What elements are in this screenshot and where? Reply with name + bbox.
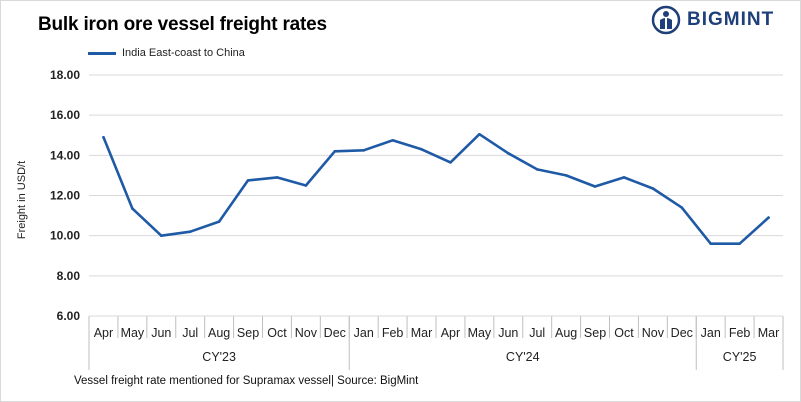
x-tick-label: Aug xyxy=(555,326,577,340)
data-point xyxy=(709,242,713,245)
x-tick-label: Nov xyxy=(295,326,318,340)
x-group-label: CY'23 xyxy=(202,350,236,364)
series-line xyxy=(102,132,770,245)
chart-legend: India East-coast to China xyxy=(88,47,245,59)
data-point xyxy=(131,207,134,210)
data-point xyxy=(188,230,192,233)
x-tick-label: Jan xyxy=(701,326,721,340)
y-tick-label: 14.00 xyxy=(50,148,80,162)
data-point xyxy=(651,187,655,190)
data-point xyxy=(159,234,163,237)
logo-text: BIGMINT xyxy=(687,9,775,30)
x-tick-label: Sep xyxy=(584,326,606,340)
x-tick-label: Feb xyxy=(382,326,404,340)
x-tick-label: Oct xyxy=(614,326,634,340)
x-tick-label: Apr xyxy=(441,326,460,340)
x-tick-label: Jul xyxy=(182,326,198,340)
data-point xyxy=(217,220,221,223)
chart-title: Bulk iron ore vessel freight rates xyxy=(38,14,327,35)
x-tick-label: Mar xyxy=(411,326,433,340)
data-point xyxy=(506,152,510,155)
y-tick-label: 10.00 xyxy=(50,229,80,243)
data-point xyxy=(767,216,770,219)
data-point xyxy=(478,132,481,136)
x-tick-label: Feb xyxy=(729,326,751,340)
data-point xyxy=(622,176,626,179)
bigmint-logo-icon xyxy=(651,5,681,35)
x-tick-label: Oct xyxy=(267,326,287,340)
legend-label: India East-coast to China xyxy=(122,47,245,59)
x-axis: Apr May Jun Jul Aug Sep Oct Nov Dec Jan Feb Mar Apr M… xyxy=(88,315,784,370)
data-point xyxy=(246,179,250,182)
bigmint-logo: BIGMINT xyxy=(651,5,791,35)
data-point xyxy=(102,135,105,139)
data-point xyxy=(680,206,684,209)
data-point xyxy=(304,184,308,187)
x-tick-label: Aug xyxy=(208,326,230,340)
x-tick-label: Jun xyxy=(151,326,171,340)
data-point xyxy=(593,185,597,188)
y-tick-label: 8.00 xyxy=(57,269,81,283)
data-point xyxy=(449,161,452,164)
x-group-label: CY'25 xyxy=(723,350,757,364)
x-tick-label: Mar xyxy=(758,326,780,340)
y-tick-label: 6.00 xyxy=(57,309,81,323)
y-tick-labels: 6.00 8.00 10.00 12.00 14.00 16.00 18.00 xyxy=(50,68,80,323)
x-tick-label: Dec xyxy=(671,326,693,340)
data-point xyxy=(391,138,394,142)
y-tick-label: 12.00 xyxy=(50,189,80,203)
legend-swatch xyxy=(88,51,116,55)
x-group-label: CY'24 xyxy=(506,350,540,364)
x-tick-label: Jan xyxy=(354,326,374,340)
x-tick-label: Nov xyxy=(642,326,665,340)
y-tick-label: 18.00 xyxy=(50,68,80,82)
x-tick-label: May xyxy=(121,326,145,340)
series-layer xyxy=(102,132,770,245)
data-point xyxy=(333,150,337,153)
data-point xyxy=(738,242,741,245)
gridlines xyxy=(89,74,783,317)
data-point xyxy=(535,168,539,171)
x-tick-label: Dec xyxy=(324,326,346,340)
x-tick-label: Jul xyxy=(529,326,545,340)
data-point xyxy=(275,176,279,179)
x-tick-label: Sep xyxy=(237,326,259,340)
data-point xyxy=(420,148,423,151)
x-tick-label: May xyxy=(468,326,492,340)
data-point xyxy=(564,174,568,177)
footnote: Vessel freight rate mentioned for Supram… xyxy=(74,375,419,387)
data-point xyxy=(362,149,366,152)
y-tick-label: 16.00 xyxy=(50,108,80,122)
x-tick-label: Jun xyxy=(498,326,518,340)
x-tick-label: Apr xyxy=(94,326,113,340)
